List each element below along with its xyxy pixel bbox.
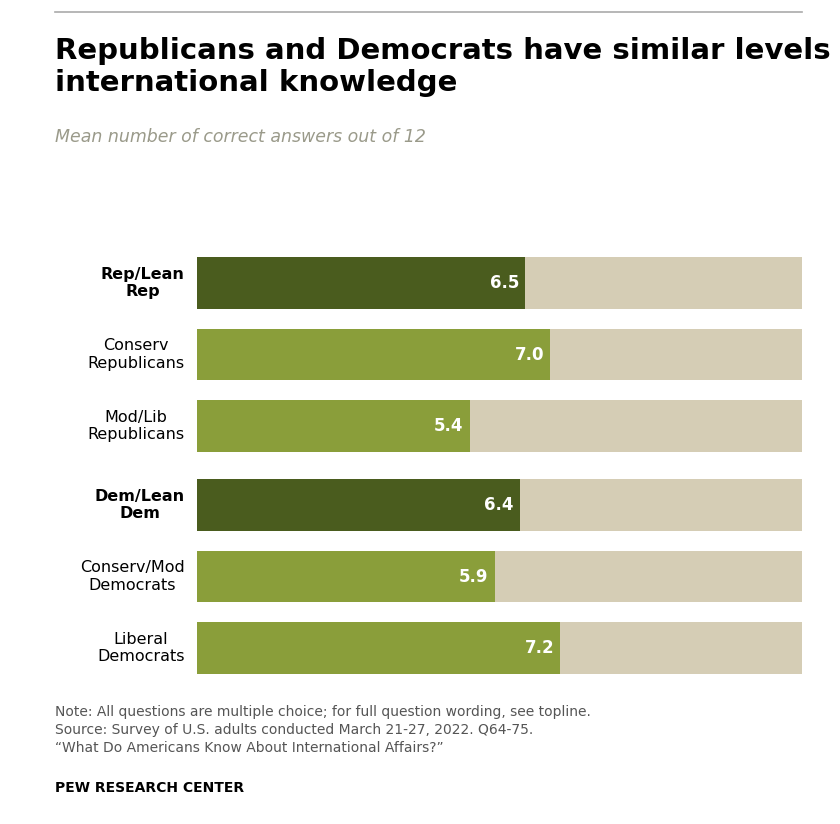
Text: 7.2: 7.2 bbox=[525, 639, 554, 657]
Text: Conserv
Republicans: Conserv Republicans bbox=[87, 339, 185, 371]
Text: Mod/Lib
Republicans: Mod/Lib Republicans bbox=[87, 410, 185, 442]
Bar bbox=[197, 329, 550, 381]
Text: Dem/Lean
Dem: Dem/Lean Dem bbox=[95, 489, 185, 521]
Bar bbox=[197, 257, 525, 309]
Text: 5.9: 5.9 bbox=[459, 568, 489, 586]
Bar bbox=[197, 257, 802, 309]
Text: PEW RESEARCH CENTER: PEW RESEARCH CENTER bbox=[55, 781, 244, 795]
Text: Conserv/Mod
Democrats: Conserv/Mod Democrats bbox=[80, 560, 185, 592]
Text: Note: All questions are multiple choice; for full question wording, see topline.: Note: All questions are multiple choice;… bbox=[55, 705, 591, 756]
Text: 6.4: 6.4 bbox=[485, 496, 514, 514]
Bar bbox=[197, 480, 802, 531]
Bar bbox=[197, 480, 520, 531]
Bar bbox=[197, 550, 495, 602]
Bar bbox=[197, 329, 802, 381]
Bar bbox=[197, 622, 802, 674]
Text: 7.0: 7.0 bbox=[515, 345, 544, 363]
Text: Mean number of correct answers out of 12: Mean number of correct answers out of 12 bbox=[55, 128, 426, 146]
Text: 5.4: 5.4 bbox=[434, 417, 464, 435]
Bar bbox=[197, 622, 560, 674]
Text: Republicans and Democrats have similar levels of
international knowledge: Republicans and Democrats have similar l… bbox=[55, 37, 840, 97]
Bar bbox=[197, 400, 470, 452]
Text: Liberal
Democrats: Liberal Democrats bbox=[97, 632, 185, 664]
Text: Rep/Lean
Rep: Rep/Lean Rep bbox=[101, 267, 185, 299]
Bar bbox=[197, 550, 802, 602]
Text: 6.5: 6.5 bbox=[490, 274, 519, 292]
Bar bbox=[197, 400, 802, 452]
